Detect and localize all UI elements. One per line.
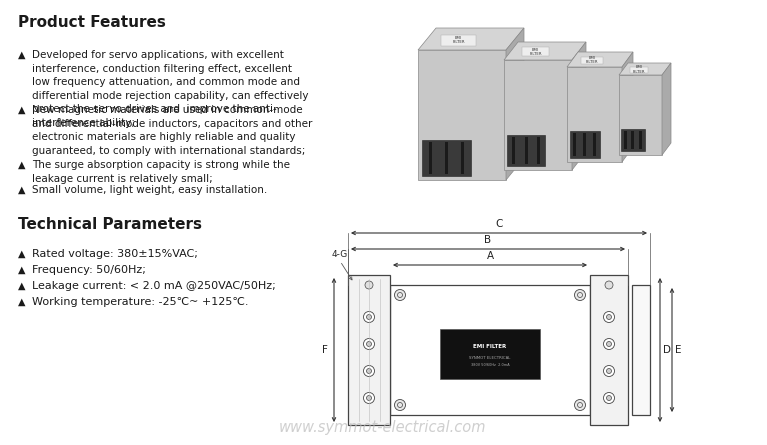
Text: Small volume, light weight, easy installation.: Small volume, light weight, easy install… bbox=[32, 185, 267, 195]
Text: Rated voltage: 380±15%VAC;: Rated voltage: 380±15%VAC; bbox=[32, 249, 198, 259]
Circle shape bbox=[605, 281, 613, 289]
Polygon shape bbox=[662, 63, 671, 155]
Bar bbox=[461, 142, 464, 174]
Text: E: E bbox=[675, 345, 682, 355]
Circle shape bbox=[574, 400, 585, 410]
Bar bbox=[445, 142, 448, 174]
Text: ▲: ▲ bbox=[18, 281, 25, 291]
Bar bbox=[567, 67, 622, 162]
Text: Product Features: Product Features bbox=[18, 15, 166, 30]
Circle shape bbox=[394, 290, 406, 300]
Circle shape bbox=[604, 339, 614, 349]
Bar bbox=[418, 50, 506, 180]
Circle shape bbox=[364, 392, 374, 404]
Text: EMI
FILTER: EMI FILTER bbox=[633, 65, 645, 74]
Bar bbox=[632, 285, 650, 415]
Bar bbox=[590, 275, 628, 425]
Bar bbox=[423, 140, 471, 176]
Polygon shape bbox=[418, 28, 524, 50]
Text: EMI
FILTER: EMI FILTER bbox=[453, 36, 465, 44]
Bar bbox=[522, 48, 549, 57]
Bar bbox=[429, 142, 432, 174]
Bar bbox=[440, 329, 540, 379]
Polygon shape bbox=[567, 52, 633, 67]
Text: www.symmot-electrical.com: www.symmot-electrical.com bbox=[279, 420, 487, 435]
Bar bbox=[504, 60, 572, 170]
Bar bbox=[640, 130, 642, 149]
Text: EMI
FILTER: EMI FILTER bbox=[529, 48, 542, 56]
Circle shape bbox=[367, 315, 371, 320]
Circle shape bbox=[574, 290, 585, 300]
Circle shape bbox=[364, 339, 374, 349]
Text: ▲: ▲ bbox=[18, 265, 25, 275]
Circle shape bbox=[364, 312, 374, 323]
Text: SYNMOT ELECTRICAL: SYNMOT ELECTRICAL bbox=[469, 356, 511, 360]
Text: D: D bbox=[663, 345, 671, 355]
Polygon shape bbox=[504, 42, 586, 60]
Bar bbox=[631, 130, 634, 149]
Polygon shape bbox=[572, 42, 586, 170]
Bar bbox=[619, 75, 662, 155]
Bar bbox=[508, 135, 545, 166]
Text: New magnetic materials are used in common-mode
and differential-mode inductors, : New magnetic materials are used in commo… bbox=[32, 105, 312, 156]
Bar bbox=[441, 35, 476, 45]
Text: Developed for servo applications, with excellent
interference, conduction filter: Developed for servo applications, with e… bbox=[32, 50, 308, 128]
Bar bbox=[512, 137, 515, 164]
Text: F: F bbox=[322, 345, 328, 355]
Circle shape bbox=[367, 368, 371, 373]
Circle shape bbox=[604, 365, 614, 376]
Circle shape bbox=[607, 396, 611, 400]
Text: EMI FILTER: EMI FILTER bbox=[473, 344, 507, 349]
Text: ▲: ▲ bbox=[18, 160, 25, 170]
Text: B: B bbox=[485, 235, 492, 245]
Text: The surge absorption capacity is strong while the
leakage current is relatively : The surge absorption capacity is strong … bbox=[32, 160, 290, 184]
Polygon shape bbox=[506, 28, 524, 180]
Polygon shape bbox=[619, 63, 671, 75]
Circle shape bbox=[607, 368, 611, 373]
Circle shape bbox=[367, 396, 371, 400]
Bar bbox=[624, 130, 627, 149]
Circle shape bbox=[607, 315, 611, 320]
Text: 380V 50/60Hz  2.0mA: 380V 50/60Hz 2.0mA bbox=[471, 363, 509, 367]
Bar bbox=[390, 285, 590, 415]
Text: ▲: ▲ bbox=[18, 249, 25, 259]
Text: ▲: ▲ bbox=[18, 50, 25, 60]
Bar bbox=[525, 137, 528, 164]
Text: Frequency: 50/60Hz;: Frequency: 50/60Hz; bbox=[32, 265, 146, 275]
Text: ▲: ▲ bbox=[18, 185, 25, 195]
Bar bbox=[573, 134, 576, 156]
Text: EMI
FILTER: EMI FILTER bbox=[586, 56, 598, 65]
Text: A: A bbox=[486, 251, 493, 261]
Bar bbox=[621, 129, 645, 151]
Circle shape bbox=[364, 365, 374, 376]
Circle shape bbox=[365, 281, 373, 289]
Text: ▲: ▲ bbox=[18, 105, 25, 115]
Circle shape bbox=[394, 400, 406, 410]
Text: ▲: ▲ bbox=[18, 297, 25, 307]
Bar bbox=[584, 134, 587, 156]
Text: C: C bbox=[495, 219, 502, 229]
Polygon shape bbox=[622, 52, 633, 162]
Bar bbox=[570, 131, 600, 158]
Text: Technical Parameters: Technical Parameters bbox=[18, 217, 202, 232]
Text: Working temperature: -25℃~ +125℃.: Working temperature: -25℃~ +125℃. bbox=[32, 297, 249, 307]
Circle shape bbox=[604, 312, 614, 323]
Bar bbox=[581, 57, 604, 64]
Bar bbox=[630, 67, 647, 73]
Circle shape bbox=[604, 392, 614, 404]
Text: Leakage current: < 2.0 mA @250VAC/50Hz;: Leakage current: < 2.0 mA @250VAC/50Hz; bbox=[32, 281, 276, 291]
Bar bbox=[348, 275, 390, 425]
Circle shape bbox=[607, 341, 611, 347]
Bar bbox=[594, 134, 597, 156]
Bar bbox=[537, 137, 540, 164]
Circle shape bbox=[367, 341, 371, 347]
Text: 4-G: 4-G bbox=[332, 250, 348, 259]
